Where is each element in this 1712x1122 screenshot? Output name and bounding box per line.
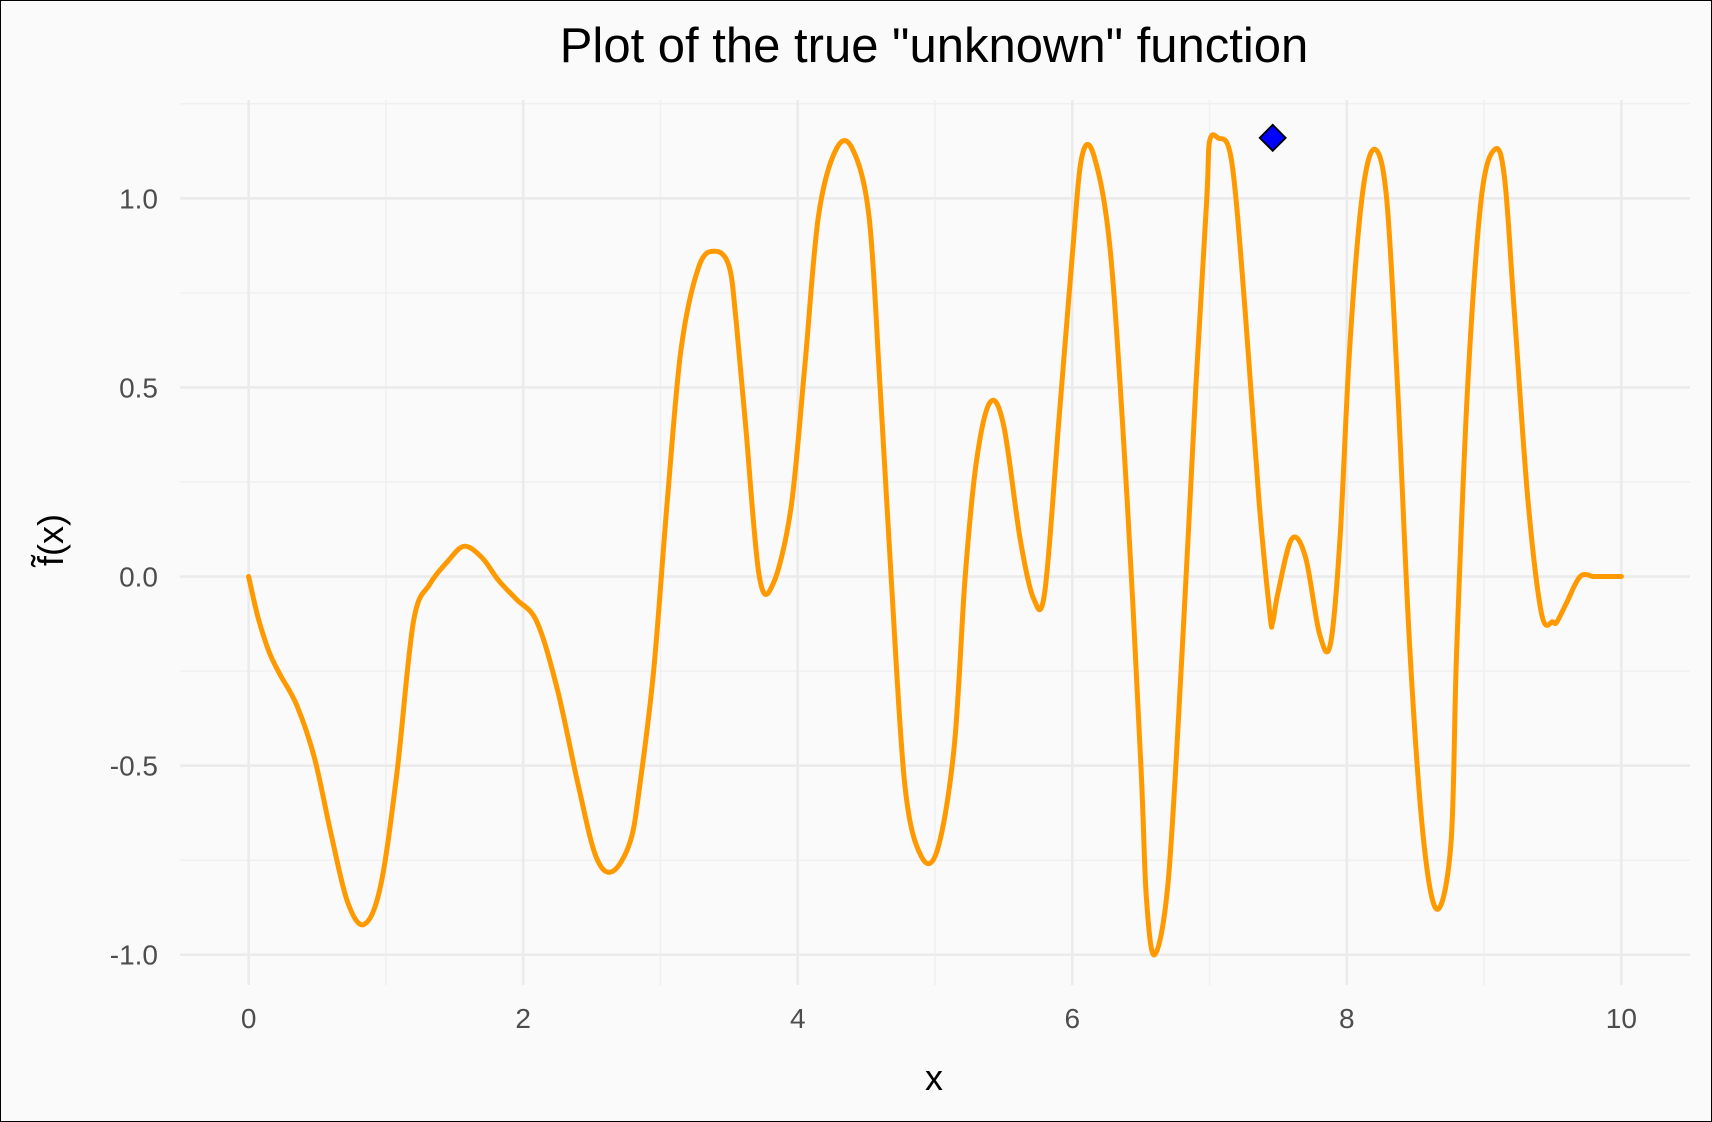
- y-tick-label: -1.0: [110, 940, 158, 971]
- x-tick-label: 4: [790, 1003, 806, 1034]
- x-tick-label: 10: [1606, 1003, 1637, 1034]
- x-tick-label: 6: [1064, 1003, 1080, 1034]
- x-tick-label: 0: [241, 1003, 257, 1034]
- y-tick-label: 0.5: [119, 372, 158, 403]
- highlight-layer: [1258, 123, 1287, 153]
- chart-title: Plot of the true "unknown" function: [560, 19, 1308, 73]
- x-tick-labels: 0 2 4 6 8 10: [241, 1003, 1637, 1034]
- series-layer: [246, 132, 1624, 958]
- y-tick-labels: -1.0 -0.5 0.0 0.5 1.0: [110, 183, 158, 970]
- y-axis-title: f̃(x): [30, 514, 71, 568]
- x-tick-label: 2: [515, 1003, 531, 1034]
- x-axis-title: x: [925, 1057, 943, 1098]
- y-tick-label: 0.0: [119, 562, 158, 593]
- y-tick-label: -0.5: [110, 751, 158, 782]
- y-tick-label: 1.0: [119, 183, 158, 214]
- x-tick-label: 8: [1339, 1003, 1355, 1034]
- max-point-marker: [1258, 123, 1287, 153]
- series-line: [246, 132, 1624, 958]
